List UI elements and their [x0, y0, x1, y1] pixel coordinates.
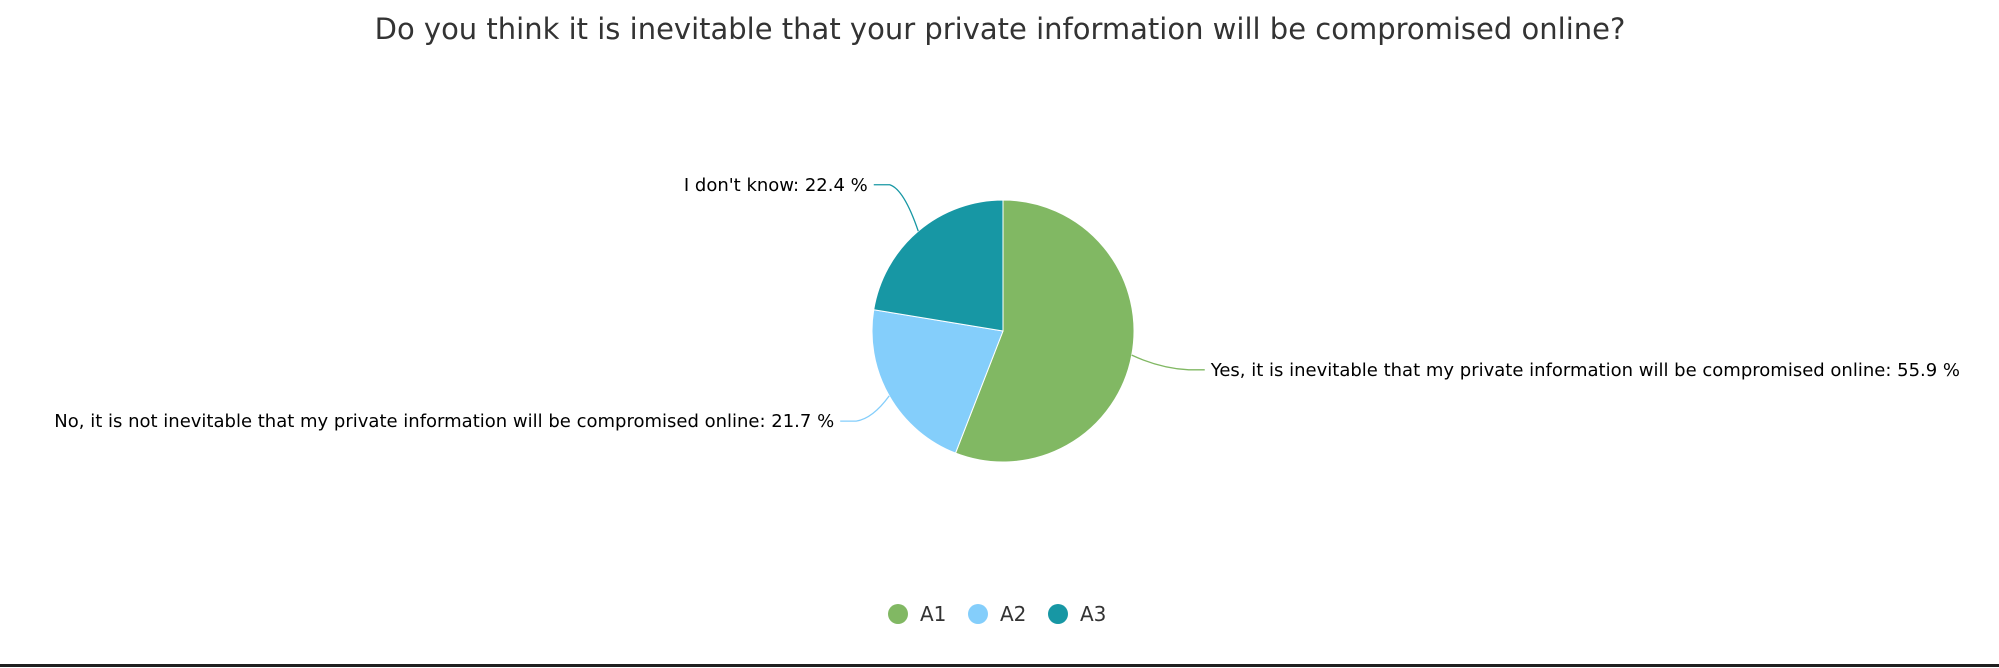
legend-label-a2: A2	[1000, 602, 1026, 626]
legend-marker-a2	[968, 604, 988, 624]
legend: A1 A2 A3	[888, 602, 1106, 626]
data-label-a3: I don't know: 22.4 %	[684, 175, 868, 196]
bottom-border	[0, 664, 1999, 667]
legend-label-a3: A3	[1080, 602, 1106, 626]
pie-slice-a2[interactable]	[871, 309, 1004, 454]
chart-title: Do you think it is inevitable that your …	[375, 12, 1626, 46]
connector-a2	[840, 395, 890, 422]
pie-slice-a3[interactable]	[873, 199, 1004, 332]
pie-slice-a1[interactable]	[954, 199, 1135, 463]
data-label-a1: Yes, it is inevitable that my private in…	[1210, 360, 1960, 381]
legend-item-a3[interactable]: A3	[1048, 602, 1106, 626]
connector-a1	[1131, 354, 1205, 371]
slice-labels: Yes, it is inevitable that my private in…	[54, 175, 1960, 432]
legend-item-a1[interactable]: A1	[888, 602, 946, 626]
slice-connectors	[840, 184, 1205, 422]
legend-marker-a1	[888, 604, 908, 624]
legend-item-a2[interactable]: A2	[968, 602, 1026, 626]
legend-marker-a3	[1048, 604, 1068, 624]
legend-label-a1: A1	[920, 602, 946, 626]
data-label-a2: No, it is not inevitable that my private…	[54, 411, 834, 432]
connector-a3	[873, 184, 919, 232]
pie-slices	[871, 199, 1135, 463]
